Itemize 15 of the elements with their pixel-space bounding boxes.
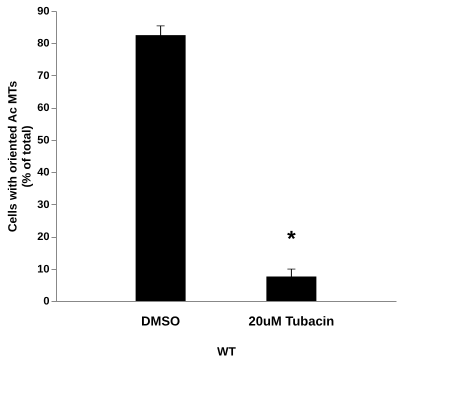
- x-axis-title: WT: [217, 344, 236, 358]
- y-tick-label: 20: [37, 231, 50, 244]
- y-tick-label: 50: [37, 134, 50, 146]
- y-tick-label: 10: [37, 263, 50, 276]
- y-tick-label: 30: [37, 198, 50, 211]
- y-tick-label: 60: [37, 102, 50, 114]
- y-axis-title: Cells with oriented Ac MTs (% of total): [5, 80, 34, 232]
- y-tick-label: 0: [43, 296, 50, 308]
- y-tick-label: 40: [37, 166, 50, 179]
- x-tick-label: DMSO: [141, 314, 180, 328]
- y-tick-label: 70: [37, 70, 50, 82]
- x-tick-label: 20uM Tubacin: [248, 314, 334, 328]
- y-tick-label: 90: [37, 6, 50, 18]
- y-tick-label: 80: [37, 38, 50, 50]
- annotation: *: [287, 226, 296, 252]
